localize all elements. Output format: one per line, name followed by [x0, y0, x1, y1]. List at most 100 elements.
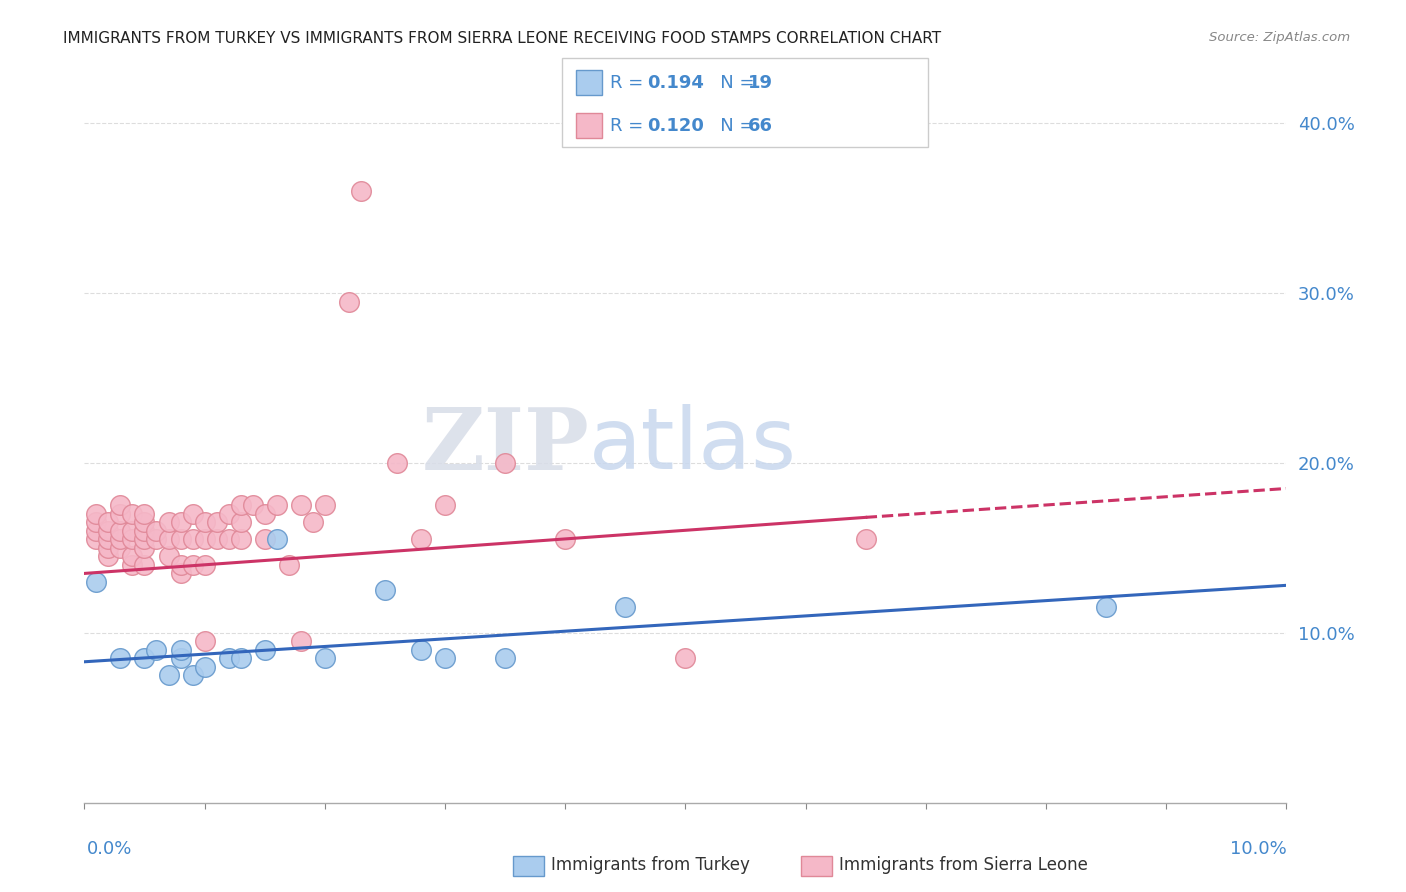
- Text: R =: R =: [610, 74, 650, 92]
- Point: [169, 558, 191, 572]
- Point: [121, 558, 143, 572]
- Point: [169, 566, 191, 581]
- Point: [97, 533, 120, 547]
- Point: [86, 507, 108, 521]
- Point: [145, 643, 167, 657]
- Point: [97, 524, 120, 538]
- Point: [229, 499, 252, 513]
- Point: [134, 651, 156, 665]
- Point: [266, 499, 288, 513]
- Point: [229, 651, 252, 665]
- Text: IMMIGRANTS FROM TURKEY VS IMMIGRANTS FROM SIERRA LEONE RECEIVING FOOD STAMPS COR: IMMIGRANTS FROM TURKEY VS IMMIGRANTS FRO…: [63, 31, 942, 46]
- Text: Source: ZipAtlas.com: Source: ZipAtlas.com: [1209, 31, 1350, 45]
- Point: [110, 524, 132, 538]
- Point: [134, 541, 156, 555]
- Text: Immigrants from Turkey: Immigrants from Turkey: [551, 856, 749, 874]
- Point: [157, 533, 180, 547]
- Point: [134, 524, 156, 538]
- Point: [1095, 600, 1118, 615]
- Point: [242, 499, 264, 513]
- Text: 10.0%: 10.0%: [1230, 840, 1286, 858]
- Point: [157, 516, 180, 530]
- Point: [181, 558, 204, 572]
- Point: [194, 634, 217, 648]
- Point: [110, 499, 132, 513]
- Point: [253, 643, 276, 657]
- Point: [157, 668, 180, 682]
- Point: [145, 533, 167, 547]
- Point: [253, 507, 276, 521]
- Text: R =: R =: [610, 117, 650, 135]
- Point: [218, 651, 240, 665]
- Point: [169, 651, 191, 665]
- Point: [194, 660, 217, 674]
- Point: [145, 524, 167, 538]
- Point: [675, 651, 697, 665]
- Text: 0.194: 0.194: [647, 74, 703, 92]
- Point: [181, 668, 204, 682]
- Point: [409, 533, 432, 547]
- Point: [614, 600, 637, 615]
- Point: [434, 499, 457, 513]
- Point: [194, 533, 217, 547]
- Point: [205, 516, 228, 530]
- Point: [110, 541, 132, 555]
- Text: ZIP: ZIP: [422, 404, 589, 488]
- Point: [229, 533, 252, 547]
- Point: [134, 558, 156, 572]
- Point: [350, 184, 373, 198]
- Point: [494, 456, 516, 470]
- Point: [134, 516, 156, 530]
- Point: [169, 516, 191, 530]
- Point: [218, 533, 240, 547]
- Point: [169, 533, 191, 547]
- Text: 66: 66: [748, 117, 773, 135]
- Text: 0.120: 0.120: [647, 117, 703, 135]
- Text: 0.0%: 0.0%: [87, 840, 132, 858]
- Point: [194, 516, 217, 530]
- Point: [229, 516, 252, 530]
- Point: [218, 507, 240, 521]
- Point: [157, 549, 180, 564]
- Point: [86, 533, 108, 547]
- Point: [266, 533, 288, 547]
- Point: [181, 533, 204, 547]
- Point: [110, 651, 132, 665]
- Point: [110, 533, 132, 547]
- Point: [277, 558, 299, 572]
- Point: [314, 651, 336, 665]
- Point: [290, 634, 312, 648]
- Point: [855, 533, 877, 547]
- Point: [290, 499, 312, 513]
- Text: atlas: atlas: [589, 404, 797, 488]
- Point: [134, 507, 156, 521]
- Point: [110, 507, 132, 521]
- Point: [194, 558, 217, 572]
- Point: [169, 643, 191, 657]
- Point: [301, 516, 323, 530]
- Point: [97, 541, 120, 555]
- Point: [86, 574, 108, 589]
- Point: [253, 533, 276, 547]
- Point: [494, 651, 516, 665]
- Point: [134, 533, 156, 547]
- Text: N =: N =: [703, 74, 761, 92]
- Point: [205, 533, 228, 547]
- Text: 19: 19: [748, 74, 773, 92]
- Point: [121, 524, 143, 538]
- Point: [121, 507, 143, 521]
- Point: [337, 294, 360, 309]
- Point: [86, 524, 108, 538]
- Point: [554, 533, 576, 547]
- Point: [314, 499, 336, 513]
- Point: [181, 507, 204, 521]
- Point: [374, 583, 396, 598]
- Point: [97, 549, 120, 564]
- Point: [121, 533, 143, 547]
- Point: [86, 516, 108, 530]
- Point: [97, 516, 120, 530]
- Point: [409, 643, 432, 657]
- Point: [434, 651, 457, 665]
- Text: Immigrants from Sierra Leone: Immigrants from Sierra Leone: [839, 856, 1088, 874]
- Text: N =: N =: [703, 117, 761, 135]
